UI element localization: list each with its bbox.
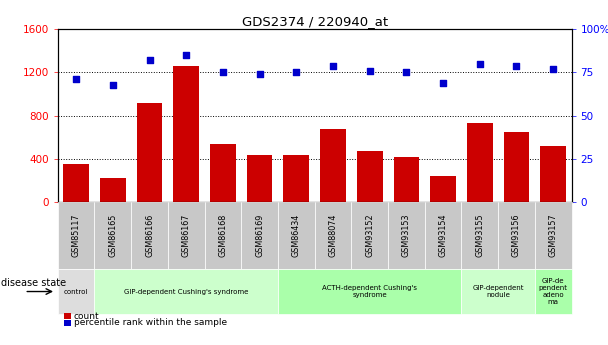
Bar [461, 269, 535, 314]
Bar [315, 202, 351, 269]
Bar [58, 202, 94, 269]
Point [328, 63, 338, 68]
Point [438, 80, 448, 86]
Bar [467, 123, 492, 202]
Point [548, 66, 558, 72]
Bar [278, 202, 315, 269]
Bar [247, 156, 272, 202]
Text: GSM93155: GSM93155 [475, 214, 485, 257]
Point [145, 58, 154, 63]
Bar [430, 176, 456, 202]
Point [108, 82, 118, 87]
Bar [535, 202, 572, 269]
Text: control: control [64, 288, 88, 295]
Bar [94, 269, 278, 314]
Bar [283, 156, 309, 202]
Point [401, 70, 411, 75]
Point [71, 77, 81, 82]
Bar [94, 202, 131, 269]
Bar [168, 202, 204, 269]
Point [181, 52, 191, 58]
Text: GIP-dependent Cushing's syndrome: GIP-dependent Cushing's syndrome [124, 288, 249, 295]
Bar [503, 132, 530, 202]
Bar [278, 269, 461, 314]
Bar [461, 202, 498, 269]
Text: GIP-dependent
nodule: GIP-dependent nodule [472, 285, 524, 298]
Text: disease state: disease state [1, 278, 66, 288]
Bar [204, 202, 241, 269]
Text: count: count [74, 312, 99, 321]
Bar [173, 66, 199, 202]
Bar [498, 202, 535, 269]
Bar [351, 202, 388, 269]
Bar [241, 202, 278, 269]
Bar [320, 128, 346, 202]
Text: GSM86168: GSM86168 [218, 214, 227, 257]
Point [218, 70, 228, 75]
Point [475, 61, 485, 67]
Bar [541, 146, 566, 202]
Text: GSM86166: GSM86166 [145, 214, 154, 257]
Text: GSM86165: GSM86165 [108, 214, 117, 257]
Point [365, 68, 375, 73]
Bar [535, 269, 572, 314]
Text: GSM93157: GSM93157 [548, 214, 558, 257]
Text: GSM85117: GSM85117 [72, 214, 81, 257]
Text: GIP-de
pendent
adeno
ma: GIP-de pendent adeno ma [539, 278, 568, 305]
Bar [425, 202, 461, 269]
Text: ACTH-dependent Cushing's
syndrome: ACTH-dependent Cushing's syndrome [322, 285, 417, 298]
Bar [393, 157, 420, 202]
Point [511, 63, 521, 68]
Text: GSM93154: GSM93154 [438, 214, 447, 257]
Bar [137, 103, 162, 202]
Bar [357, 151, 382, 202]
Bar [64, 313, 71, 319]
Text: GSM86167: GSM86167 [182, 214, 191, 257]
Point [255, 71, 264, 77]
Text: GSM86434: GSM86434 [292, 214, 301, 257]
Text: GSM93156: GSM93156 [512, 214, 521, 257]
Text: GSM86169: GSM86169 [255, 214, 264, 257]
Text: GSM93152: GSM93152 [365, 214, 374, 257]
Text: percentile rank within the sample: percentile rank within the sample [74, 318, 227, 327]
Bar [63, 164, 89, 202]
Bar [100, 178, 126, 202]
Point [291, 70, 301, 75]
Bar [64, 320, 71, 326]
Text: GSM88074: GSM88074 [328, 214, 337, 257]
Bar [131, 202, 168, 269]
Title: GDS2374 / 220940_at: GDS2374 / 220940_at [241, 15, 388, 28]
Text: GSM93153: GSM93153 [402, 214, 411, 257]
Bar [388, 202, 425, 269]
Bar [210, 144, 236, 202]
Bar [58, 269, 94, 314]
